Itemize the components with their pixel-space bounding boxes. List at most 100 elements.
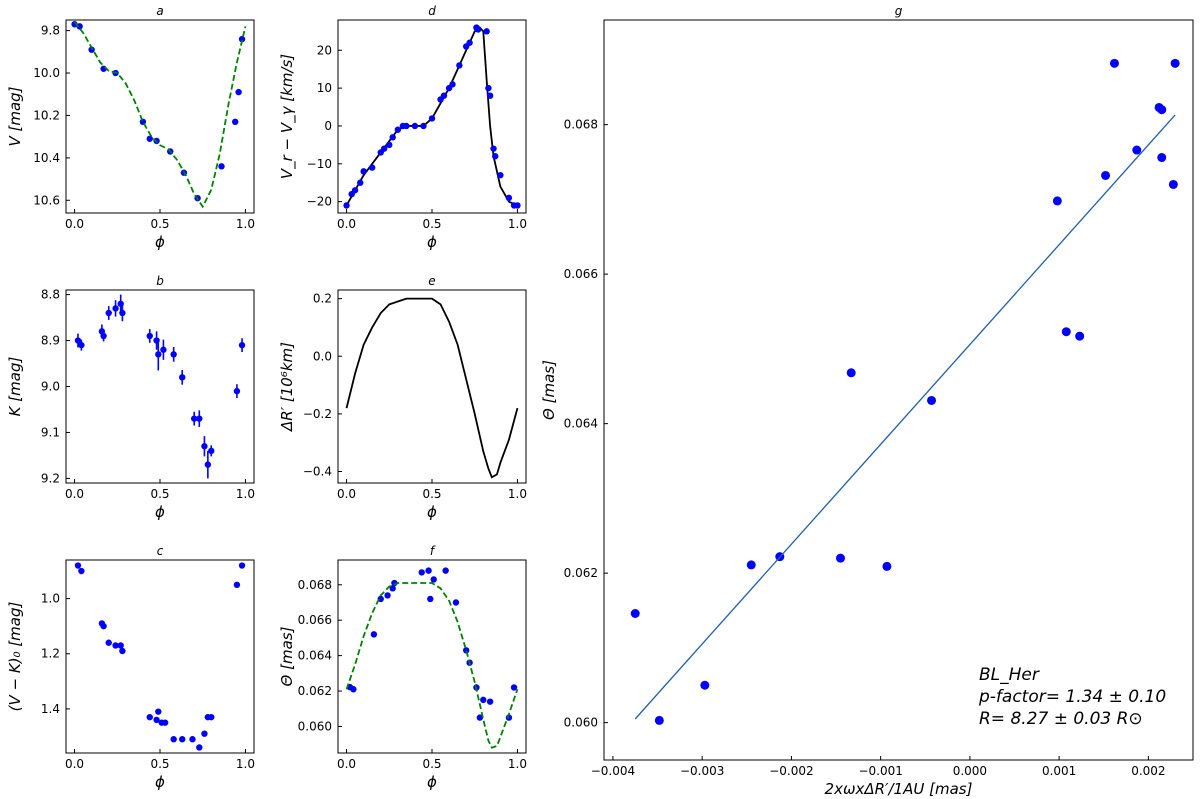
panel-d-point <box>386 141 393 149</box>
panel-b-ytick-label: 9.2 <box>41 471 60 485</box>
panel-b-point <box>160 346 167 353</box>
panel-a-point <box>238 35 246 43</box>
panel-d-ytick-label: 0 <box>324 119 332 133</box>
panel-g-ytick-label: 0.064 <box>564 417 598 431</box>
panel-d-point <box>389 134 396 141</box>
panel-g-point <box>1168 179 1178 189</box>
panel-a-point <box>146 135 153 142</box>
panel-f-point <box>350 686 357 693</box>
panel-f-point <box>476 714 484 721</box>
panel-d-point <box>505 194 513 202</box>
panel-b-frame <box>65 289 255 484</box>
panel-c-point <box>119 647 126 655</box>
panel-g-point <box>882 561 892 571</box>
panel-e-ytick-label: 0.0 <box>313 349 332 363</box>
panel-a-ytick-label: 9.8 <box>41 24 60 38</box>
panel-c-point <box>161 719 169 726</box>
panel-g-ytick-label: 0.068 <box>564 118 598 132</box>
panel-b-point <box>208 447 215 455</box>
panel-c-point <box>179 736 186 743</box>
panel-g-xtick-label: −0.003 <box>680 764 724 778</box>
panel-d-point <box>492 153 499 160</box>
panel-d-ytick-label: −10 <box>307 157 332 171</box>
panel-d-point <box>394 126 402 133</box>
panel-e-xtick-label: 0.0 <box>337 487 356 501</box>
panel-f-point <box>427 595 434 603</box>
panel-c-point <box>170 736 177 743</box>
panel-a-xtick-label: 1.0 <box>236 217 255 231</box>
panel-c-xtick-label: 0.5 <box>150 757 169 771</box>
panel-a-ytick-label: 10.4 <box>33 151 60 165</box>
panel-f-point <box>486 698 494 705</box>
panel-a-point <box>232 118 239 126</box>
panel-d-point <box>485 84 492 92</box>
panel-b-xlabel: ϕ <box>155 503 165 521</box>
panel-b-point <box>78 341 85 349</box>
panel-d-point <box>368 164 376 171</box>
panel-e-xtick-label: 1.0 <box>508 487 527 501</box>
panel-f-ytick-label: 0.062 <box>298 684 332 698</box>
panel-g-point <box>1170 58 1180 68</box>
panel-f-ytick-label: 0.068 <box>298 578 332 592</box>
panel-a-xlabel: ϕ <box>155 233 165 251</box>
panel-b-point <box>112 305 119 312</box>
panel-g-ytick-label: 0.066 <box>564 267 598 281</box>
panel-d-point <box>466 39 473 46</box>
panel-g-ytick-label: 0.060 <box>564 716 598 730</box>
panel-g-xtick-label: 0.002 <box>1131 764 1165 778</box>
panel-g-xtick-label: −0.004 <box>591 764 635 778</box>
panel-f-xlabel: ϕ <box>427 773 437 791</box>
panel-f-series-1-curve <box>345 582 519 749</box>
panel-b-point <box>196 415 203 422</box>
panel-f-ytick-label: 0.066 <box>298 613 332 627</box>
panel-g-point <box>1157 153 1167 163</box>
panel-g-frame <box>603 19 1194 761</box>
panel-b-ylabel: K [mag] <box>6 357 24 417</box>
panel-e-frame <box>337 289 527 484</box>
panel-b-ytick-label: 8.8 <box>41 288 60 302</box>
panel-d-xtick-label: 0.0 <box>337 217 356 231</box>
panel-f-xtick-label: 1.0 <box>508 757 527 771</box>
panel-c-point <box>238 562 246 569</box>
panel-f-xtick-label: 0.0 <box>337 757 356 771</box>
panel-a-point <box>71 21 78 28</box>
panel-c-point <box>78 567 85 575</box>
panel-d-point <box>360 168 367 175</box>
panel-d-point <box>490 145 497 152</box>
panel-d-point <box>351 187 359 194</box>
panel-b-xtick-label: 0.5 <box>150 487 169 501</box>
panel-g-xtick-label: −0.002 <box>769 764 813 778</box>
panel-g-title: g <box>895 4 903 18</box>
panel-d-point <box>357 179 364 186</box>
panel-b-ytick-label: 9.0 <box>41 380 60 394</box>
panel-d-point <box>411 122 419 130</box>
panel-c-point <box>105 639 112 646</box>
panel-g-point <box>1132 145 1142 155</box>
panel-b-xtick-label: 0.0 <box>65 487 84 501</box>
panel-d-ylabel: V_r − V_γ [km/s] <box>278 54 297 179</box>
panel-b-title: b <box>156 274 164 288</box>
panel-b-point <box>190 415 198 422</box>
panel-a-point <box>76 23 83 30</box>
panel-b-point <box>100 332 107 340</box>
panel-g-xtick-label: 0.000 <box>953 764 987 778</box>
panel-g-point <box>630 608 640 618</box>
panel-d-xlabel: ϕ <box>427 233 437 251</box>
panel-f-title: f <box>430 544 436 558</box>
panel-f-point <box>430 576 437 583</box>
panel-a-ytick-label: 10.2 <box>33 108 60 122</box>
panel-c-point <box>74 562 82 569</box>
panel-b-point <box>74 337 82 344</box>
panel-a-ytick-label: 10.6 <box>33 193 60 207</box>
panel-a-ylabel: V [mag] <box>6 86 24 146</box>
panel-a-point <box>235 88 242 96</box>
panel-f-point <box>370 631 378 638</box>
panel-f-point <box>462 647 470 654</box>
panel-c-point <box>146 713 153 721</box>
annotation-p-factor: p-factor= 1.34 ± 0.10 <box>978 687 1166 707</box>
panel-g-point <box>1101 170 1111 180</box>
panel-b-xtick-label: 1.0 <box>236 487 255 501</box>
panel-g-ytick-label: 0.062 <box>564 566 598 580</box>
panel-c-xtick-label: 1.0 <box>236 757 255 771</box>
panel-c-point <box>196 744 203 751</box>
